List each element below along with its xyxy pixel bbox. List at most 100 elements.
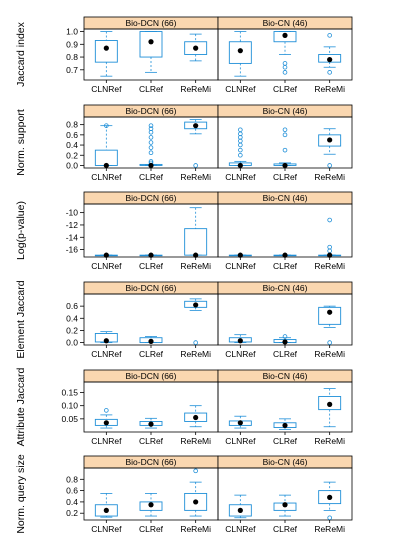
outlier-point [327, 33, 332, 38]
median-point [282, 339, 288, 345]
x-tick-label: ReReMi [314, 524, 345, 534]
median-point [282, 252, 288, 258]
x-tick-label: CLNRef [225, 172, 256, 182]
box-reremi: ReReMi [180, 119, 211, 182]
x-tick-label: ReReMi [180, 524, 211, 534]
x-tick-label: CLNRef [91, 172, 122, 182]
x-tick-label: CLRef [139, 349, 164, 359]
strip-label: Bio-DCN (66) [125, 193, 176, 203]
strip-label: Bio-CN (46) [263, 283, 308, 293]
panel: Bio-CN (46) CLNRef CLRef ReReMi [217, 369, 353, 446]
x-tick-label: ReReMi [314, 172, 345, 182]
median-point [193, 414, 199, 421]
outlier-point [282, 132, 288, 138]
box-reremi: ReReMi [180, 33, 211, 94]
chart-row: Attribute Jaccard 0.05 0.10 0.15 Bio-DCN (66… [15, 367, 353, 446]
outlier-point [148, 145, 154, 150]
panel-frame [217, 116, 353, 169]
iqr-box [318, 490, 342, 505]
x-tick-label: CLNRef [225, 349, 256, 359]
x-tick-label: CLNRef [91, 349, 122, 359]
x-tick-label: ReReMi [314, 436, 345, 446]
median-point [103, 507, 109, 513]
box-clref: CLRef [273, 31, 298, 94]
outlier-point [104, 408, 109, 413]
outlier-point [238, 152, 243, 158]
box-clnref: CLNRef [91, 331, 122, 359]
box-reremi: ReReMi [314, 305, 345, 359]
x-tick-label: CLRef [273, 436, 298, 446]
panel-frame [83, 203, 219, 258]
box-reremi: ReReMi [314, 388, 345, 446]
median-point [237, 252, 243, 258]
median-point [148, 421, 154, 427]
iqr-box [184, 121, 208, 130]
x-tick-label: CLNRef [225, 524, 256, 534]
outlier-point [238, 147, 243, 153]
y-tick-label: 0.8 [66, 474, 78, 484]
chart-row: Norm. query size 0.20.40.6 0.8 Bio-DCN (66)… [15, 454, 353, 534]
median-point [193, 499, 199, 505]
iqr-box [228, 504, 252, 517]
box-clref: CLRef [139, 123, 164, 182]
box-clnref: CLNRef [225, 127, 256, 182]
outlier-point [193, 468, 198, 474]
y-tick-label: 1.0 [66, 27, 78, 37]
box-clref: CLRef [139, 252, 164, 271]
median-point [237, 162, 243, 169]
median-point [193, 45, 199, 51]
median-point [103, 45, 109, 51]
x-tick-label: CLRef [273, 261, 298, 271]
median-point [148, 162, 154, 169]
panel-frame [217, 203, 353, 258]
x-tick-label: CLRef [139, 436, 164, 446]
strip-label: Bio-CN (46) [263, 106, 308, 116]
median-point [148, 39, 154, 45]
x-tick-label: ReReMi [180, 349, 211, 359]
outlier-point [238, 142, 243, 148]
box-clref: CLRef [273, 252, 298, 271]
median-point [103, 338, 109, 344]
outlier-point [282, 127, 288, 133]
x-tick-label: CLRef [139, 524, 164, 534]
y-axis-label: Norm. query size [15, 454, 27, 534]
outlier-point [282, 64, 288, 70]
panel: Bio-CN (46) CLNRef CLRef ReReMi [217, 455, 353, 534]
box-clnref: CLNRef [225, 415, 256, 446]
median-point [237, 507, 243, 513]
iqr-box [184, 412, 208, 422]
box-clref: CLRef [139, 493, 164, 534]
x-tick-label: CLNRef [91, 436, 122, 446]
outlier-point [148, 135, 154, 140]
panel: Bio-DCN (66) CLNRef CLRef ReReMi [83, 16, 219, 94]
y-tick-label: 0.10 [61, 401, 78, 411]
box-clnref: CLNRef [225, 252, 256, 271]
outlier-point [148, 123, 154, 128]
y-tick-label: 0.0 [66, 160, 78, 170]
box-clnref: CLNRef [225, 31, 256, 94]
outlier-point [327, 217, 332, 223]
iqr-box [94, 40, 118, 63]
outlier-point [327, 340, 332, 345]
y-tick-label: -14 [66, 232, 79, 242]
box-reremi: ReReMi [314, 128, 345, 182]
outlier-point [327, 70, 332, 75]
box-clnref: CLNRef [91, 31, 122, 94]
x-tick-label: ReReMi [180, 84, 211, 94]
x-tick-label: CLNRef [225, 436, 256, 446]
y-tick-label: 0.15 [61, 388, 78, 398]
chart-row: Element Jaccard 0.0 0.2 0.4 0.6 Bio-DCN (66) C… [15, 280, 353, 359]
median-point [327, 57, 333, 63]
iqr-box [184, 492, 208, 511]
outlier-point [282, 70, 288, 75]
y-tick-label: 0.4 [66, 313, 78, 323]
y-tick-label: 0.0 [66, 338, 78, 348]
iqr-box [318, 306, 342, 325]
iqr-box [94, 504, 118, 517]
outlier-point [193, 340, 198, 345]
y-tick-label: 0.7 [66, 65, 78, 75]
strip-label: Bio-CN (46) [263, 457, 308, 467]
box-clref: CLRef [273, 494, 298, 534]
median-point [327, 252, 333, 258]
